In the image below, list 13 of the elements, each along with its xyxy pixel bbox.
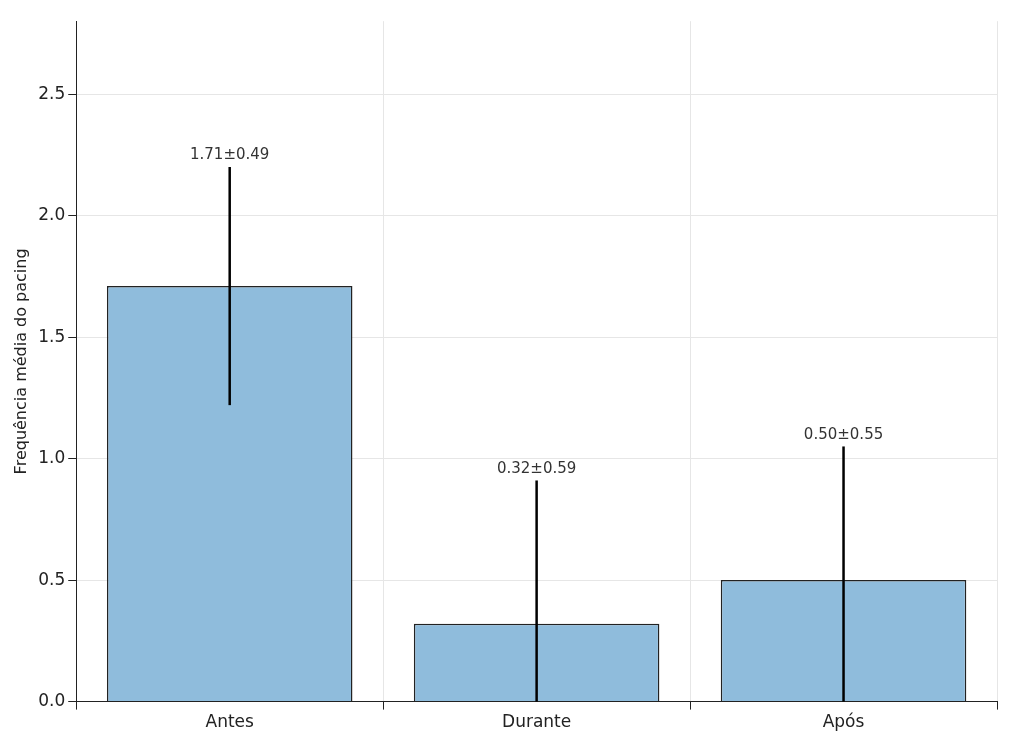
annotation: 0.50±0.55 bbox=[803, 424, 884, 443]
y-tick-label: 2.0 bbox=[38, 204, 66, 225]
annotation: 0.32±0.59 bbox=[496, 458, 577, 477]
x-tick-label: Durante bbox=[502, 711, 572, 732]
y-tick-label: 2.5 bbox=[38, 82, 66, 103]
y-tick-label: 0.5 bbox=[38, 568, 66, 589]
y-tick-label: 1.0 bbox=[38, 447, 66, 468]
y-axis-title: Frequência média do pacing bbox=[10, 248, 30, 475]
x-tick-label: Antes bbox=[205, 711, 255, 732]
annotation: 1.71±0.49 bbox=[190, 145, 270, 164]
y-tick-label: 1.5 bbox=[38, 325, 66, 346]
x-tick-label: Após bbox=[822, 711, 865, 732]
y-tick-label: 0.0 bbox=[38, 690, 66, 711]
